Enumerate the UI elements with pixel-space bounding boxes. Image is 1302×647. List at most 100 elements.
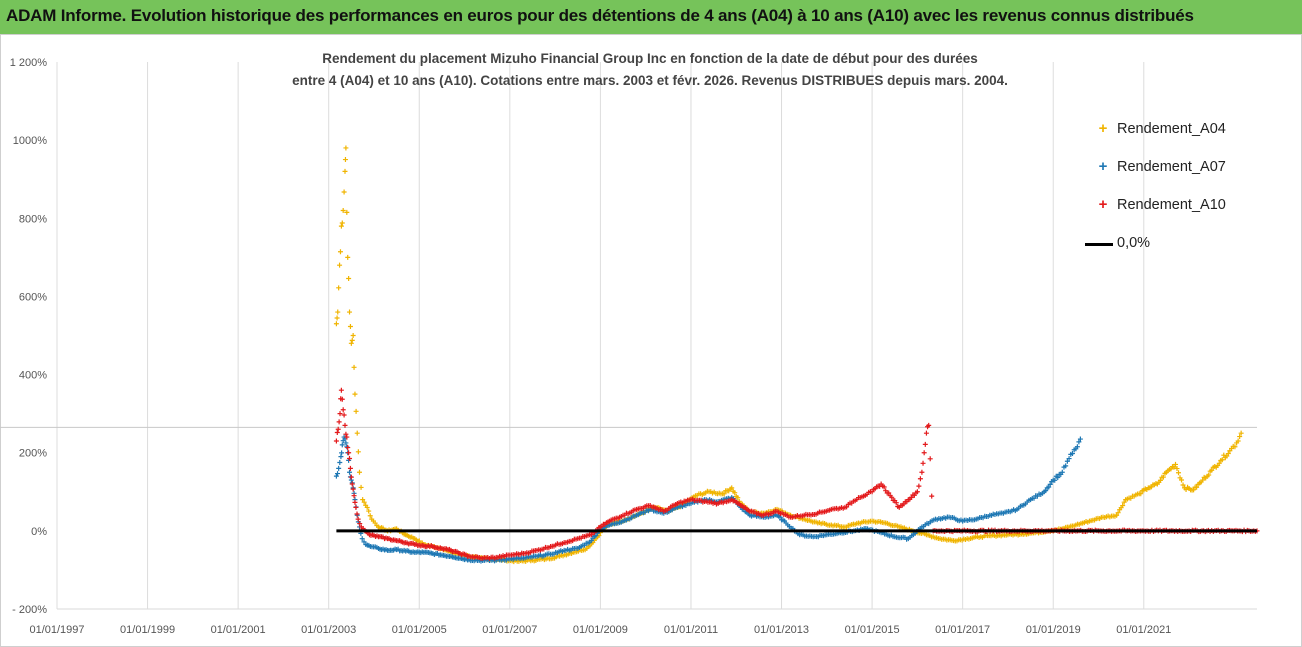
data-point — [919, 469, 925, 475]
series-mark — [339, 220, 345, 226]
data-point — [1209, 467, 1215, 473]
data-point — [729, 485, 735, 491]
series-mark — [1237, 434, 1243, 440]
series-mark — [345, 445, 351, 451]
chart-title: Rendement du placement Mizuho Financial … — [200, 48, 1100, 92]
series-mark — [1043, 488, 1049, 494]
series-mark — [1235, 438, 1241, 444]
series-mark — [1046, 484, 1052, 490]
data-point — [338, 387, 344, 393]
legend-label-a10: Rendement_A10 — [1117, 197, 1226, 213]
series-mark — [367, 513, 373, 519]
data-point — [336, 465, 342, 471]
series-mark — [352, 499, 358, 505]
series-mark — [334, 429, 340, 435]
legend-label-a04: Rendement_A04 — [1117, 121, 1226, 137]
series-mark — [1138, 491, 1144, 497]
series-mark — [349, 337, 355, 343]
data-point — [346, 450, 352, 456]
series-mark — [361, 499, 367, 505]
series-mark — [357, 521, 363, 527]
series-mark — [1216, 460, 1222, 466]
series-mark — [344, 444, 350, 450]
series-mark — [347, 324, 353, 330]
series-mark — [336, 419, 342, 425]
x-tick-label: 01/01/2005 — [392, 624, 447, 636]
series-mark — [1157, 477, 1163, 483]
legend-line-zero — [1085, 243, 1113, 246]
series-mark — [735, 495, 741, 501]
legend-label-zero: 0,0% — [1117, 235, 1151, 251]
chart-grid — [56, 62, 1257, 610]
series-mark — [353, 408, 359, 414]
data-point — [344, 434, 350, 440]
series-mark — [1052, 477, 1058, 483]
series-mark — [358, 484, 364, 490]
data-point — [1059, 469, 1065, 475]
y-tick-label: 400% — [19, 370, 47, 382]
data-point — [337, 411, 343, 417]
data-point — [1066, 456, 1072, 462]
data-point — [351, 493, 357, 499]
x-tick-label: 01/01/2009 — [573, 624, 628, 636]
data-point — [340, 407, 346, 413]
x-tick-label: 01/01/1999 — [120, 624, 175, 636]
series-mark — [721, 491, 727, 497]
series-mark — [361, 539, 367, 545]
data-point — [335, 309, 341, 315]
x-tick-label: 01/01/1997 — [29, 624, 84, 636]
y-axis: 1 200% 1000% 800% 600% 400% 200% 0% - 200% — [10, 57, 48, 616]
chart-title-line1: Rendement du placement Mizuho Financial … — [322, 51, 978, 66]
data-point — [347, 469, 353, 475]
data-point — [342, 168, 348, 174]
legend-marker-a10: + — [1098, 196, 1108, 213]
series-mark — [908, 495, 914, 501]
series-mark — [1055, 475, 1061, 481]
legend-label-a07: Rendement_A07 — [1117, 159, 1226, 175]
series-mark — [1069, 451, 1075, 457]
chart-title-line2: entre 4 (A04) et 10 ans (A10). Cotations… — [292, 73, 1008, 88]
data-point — [360, 497, 366, 503]
legend-marker-a04: + — [1098, 120, 1108, 137]
y-tick-label: 200% — [19, 448, 47, 460]
y-tick-label: 1 200% — [10, 57, 48, 69]
series-mark — [342, 157, 348, 163]
chart: 1 200% 1000% 800% 600% 400% 200% 0% - 200% 01/0… — [0, 57, 1260, 636]
series-mark — [1174, 466, 1180, 472]
series-mark — [339, 450, 345, 456]
data-point — [914, 489, 920, 495]
x-tick-label: 01/01/2013 — [754, 624, 809, 636]
legend-item-a10: + Rendement_A10 — [1085, 194, 1265, 232]
series-mark — [1064, 458, 1070, 464]
series-mark — [1063, 463, 1069, 469]
data-point — [926, 422, 932, 428]
series-rendement_a10 — [333, 387, 1260, 561]
data-point — [333, 473, 339, 479]
legend-marker-a07: + — [1098, 158, 1108, 175]
y-tick-label: 0% — [31, 526, 47, 538]
x-tick-label: 01/01/2003 — [301, 624, 356, 636]
y-tick-label: 600% — [19, 291, 47, 303]
series-rendement_a07 — [333, 434, 1083, 564]
series-mark — [1074, 444, 1080, 450]
series-mark — [732, 490, 738, 496]
data-point — [337, 262, 343, 268]
series-mark — [350, 486, 356, 492]
data-point — [345, 254, 351, 260]
data-point — [359, 536, 365, 542]
data-point — [921, 450, 927, 456]
series-mark — [341, 412, 347, 418]
legend-item-a07: + Rendement_A07 — [1085, 156, 1265, 194]
series-mark — [929, 493, 935, 499]
series-mark — [1120, 503, 1126, 509]
series-mark — [1219, 457, 1225, 463]
series-mark — [1225, 451, 1231, 457]
series-mark — [337, 249, 343, 255]
x-tick-label: 01/01/2021 — [1116, 624, 1171, 636]
data-point — [335, 426, 341, 432]
series-mark — [922, 441, 928, 447]
series-mark — [334, 315, 340, 321]
series-mark — [1180, 482, 1186, 488]
series-mark — [920, 460, 926, 466]
legend: + Rendement_A04 + Rendement_A07 + Rendem… — [1085, 118, 1265, 270]
